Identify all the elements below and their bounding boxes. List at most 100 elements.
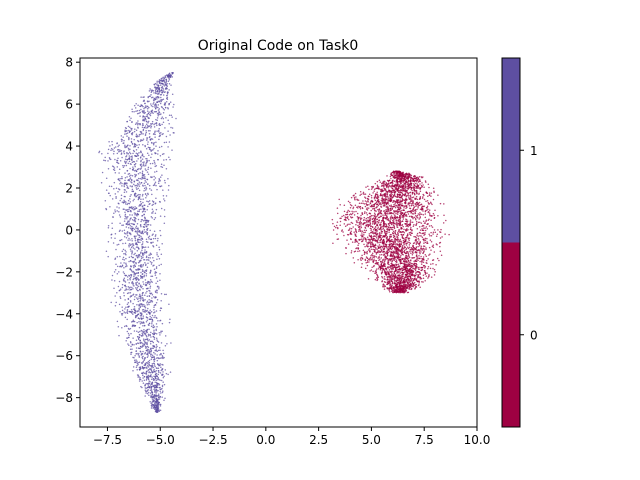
scatter-point <box>136 179 139 181</box>
scatter-point <box>154 107 157 110</box>
scatter-point <box>373 207 375 210</box>
scatter-point <box>413 281 416 284</box>
scatter-point <box>130 140 133 143</box>
scatter-point <box>375 235 377 237</box>
scatter-point <box>407 179 410 182</box>
scatter-point <box>138 185 141 187</box>
scatter-point <box>153 259 155 262</box>
scatter-point <box>148 294 151 297</box>
scatter-point <box>164 182 166 184</box>
scatter-point <box>126 129 128 132</box>
scatter-point <box>161 322 164 325</box>
scatter-point <box>401 282 404 284</box>
scatter-point <box>146 341 148 344</box>
scatter-point <box>128 175 131 177</box>
scatter-point <box>131 158 133 161</box>
scatter-point <box>131 281 134 283</box>
scatter-point <box>154 183 156 185</box>
scatter-point <box>385 214 388 217</box>
scatter-point <box>149 281 151 284</box>
scatter-point <box>134 324 136 327</box>
scatter-point <box>155 145 157 147</box>
scatter-point <box>155 92 157 94</box>
scatter-point <box>419 216 422 218</box>
scatter-point <box>147 262 149 265</box>
scatter-point <box>420 251 422 253</box>
scatter-point <box>155 105 158 107</box>
scatter-point <box>150 395 153 398</box>
scatter-point <box>117 179 120 181</box>
scatter-point <box>356 212 359 215</box>
scatter-point <box>142 256 144 259</box>
scatter-point <box>133 253 135 256</box>
scatter-point <box>124 308 126 310</box>
scatter-point <box>136 284 138 287</box>
scatter-point <box>101 171 104 174</box>
scatter-point <box>390 286 393 288</box>
scatter-point <box>111 227 114 230</box>
scatter-point <box>125 324 127 327</box>
scatter-point <box>142 377 144 379</box>
scatter-point <box>135 187 138 189</box>
scatter-point <box>409 231 412 234</box>
scatter-point <box>410 184 413 187</box>
scatter-point <box>142 193 144 196</box>
scatter-point <box>124 158 127 160</box>
scatter-point <box>392 230 395 233</box>
scatter-point <box>125 263 127 266</box>
scatter-point <box>154 274 157 276</box>
scatter-point <box>428 254 430 256</box>
scatter-point <box>139 183 141 185</box>
scatter-point <box>146 338 149 340</box>
scatter-point <box>148 117 150 119</box>
scatter-point <box>166 342 168 345</box>
scatter-point <box>359 258 362 260</box>
scatter-point <box>135 225 138 227</box>
scatter-point <box>147 205 149 208</box>
scatter-point <box>160 131 162 134</box>
scatter-point <box>120 197 123 200</box>
scatter-point <box>152 358 155 361</box>
scatter-point <box>122 242 124 245</box>
scatter-point <box>388 226 390 229</box>
scatter-point <box>152 148 154 151</box>
scatter-point <box>157 158 159 161</box>
scatter-point <box>368 204 370 206</box>
scatter-point <box>145 181 147 183</box>
scatter-point <box>147 105 149 108</box>
scatter-point <box>136 246 139 248</box>
series-1-points <box>98 71 177 414</box>
scatter-point <box>162 357 164 360</box>
scatter-point <box>410 216 413 218</box>
scatter-point <box>137 271 139 274</box>
scatter-point <box>137 213 140 216</box>
scatter-point <box>153 295 155 298</box>
scatter-point <box>153 326 156 328</box>
scatter-point <box>150 353 152 355</box>
scatter-point <box>120 194 123 196</box>
scatter-point <box>153 368 155 371</box>
scatter-point <box>146 107 149 110</box>
scatter-point <box>136 287 139 289</box>
scatter-point <box>138 144 140 146</box>
scatter-point <box>399 243 402 246</box>
scatter-point <box>152 378 155 380</box>
scatter-point <box>158 264 160 267</box>
scatter-point <box>146 348 149 350</box>
scatter-point <box>149 315 151 318</box>
scatter-point <box>147 374 150 377</box>
scatter-point <box>123 220 126 222</box>
scatter-point <box>155 271 158 274</box>
scatter-point <box>115 195 117 198</box>
scatter-point <box>376 205 378 208</box>
scatter-point <box>133 275 135 278</box>
scatter-point <box>402 234 405 236</box>
scatter-point <box>144 363 147 366</box>
scatter-point <box>150 93 152 96</box>
scatter-point <box>417 276 419 279</box>
scatter-point <box>168 89 170 91</box>
scatter-point <box>151 89 154 91</box>
scatter-point <box>164 107 167 109</box>
scatter-point <box>131 214 133 216</box>
scatter-point <box>388 266 391 268</box>
